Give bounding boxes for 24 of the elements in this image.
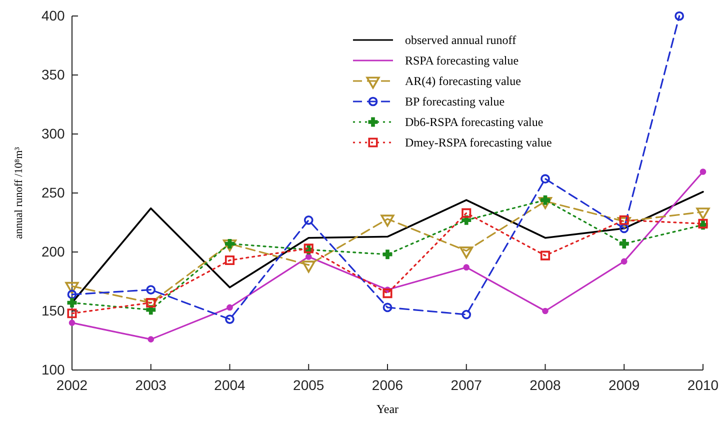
x-tick-label: 2003 — [135, 376, 167, 393]
x-tick-label: 2010 — [687, 376, 719, 393]
x-tick-label: 2004 — [214, 376, 246, 393]
x-tick-label: 2006 — [372, 376, 404, 393]
legend-label: Db6-RSPA forecasting value — [405, 115, 544, 129]
y-tick-label: 300 — [41, 125, 66, 142]
y-tick-label: 100 — [41, 361, 66, 378]
legend-label: observed annual runoff — [405, 33, 516, 47]
y-tick-label: 350 — [41, 66, 66, 82]
legend-label: BP forecasting value — [405, 94, 505, 108]
x-tick-label: 2007 — [450, 376, 482, 393]
x-axis-title: Year — [376, 402, 399, 416]
x-tick-label: 2005 — [293, 376, 324, 393]
y-tick-label: 400 — [41, 7, 66, 24]
y-tick-label: 250 — [41, 184, 66, 200]
x-tick-label: 2009 — [608, 376, 640, 393]
legend-label: Dmey-RSPA forecasting value — [405, 136, 552, 150]
x-tick-label: 2008 — [530, 376, 562, 393]
y-axis-title: annual runoff /10⁸m³ — [13, 146, 25, 239]
legend-label: RSPA forecasting value — [405, 54, 519, 68]
legend-label: AR(4) forecasting value — [405, 74, 521, 88]
y-tick-label: 200 — [41, 243, 66, 260]
x-tick-label: 2002 — [56, 376, 88, 393]
y-tick-label: 150 — [41, 302, 66, 318]
